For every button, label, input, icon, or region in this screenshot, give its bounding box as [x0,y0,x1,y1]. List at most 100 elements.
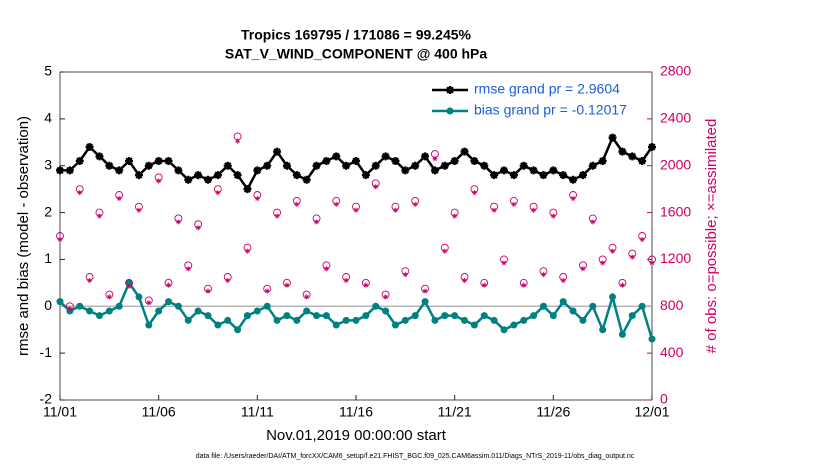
point [164,157,173,166]
point [431,316,439,324]
point [430,166,439,175]
point [638,157,647,166]
y-tick-label: 4 [44,110,52,126]
x-tick-label: 11/11 [241,404,274,420]
point [234,326,242,334]
point [481,282,487,288]
point [243,312,251,320]
point [373,184,379,190]
point [204,312,212,320]
plot-frame [59,71,653,401]
point [441,312,449,320]
point [580,266,586,272]
point [432,156,438,162]
point [540,272,546,278]
point [649,260,655,266]
point [411,312,419,320]
point [590,219,596,225]
point [134,171,143,180]
point [570,196,576,202]
footer: data file: /Users/raeder/DAI/ATM_forcXX/… [196,453,635,460]
point [76,302,84,310]
point [95,312,103,320]
point [352,157,360,166]
point [490,171,499,180]
point [294,201,300,207]
point [125,157,134,166]
point [56,298,64,306]
point [578,171,587,180]
point [569,307,577,315]
point [372,302,380,310]
point [510,321,518,329]
point [312,161,321,170]
point [480,161,489,170]
point [244,248,250,254]
point [440,161,449,170]
point [618,330,626,338]
point [521,282,527,288]
point [194,307,202,315]
point [549,166,558,175]
point [225,278,231,284]
point [412,201,418,207]
point [204,175,212,184]
point [500,326,508,334]
point [450,157,459,166]
point [619,282,625,288]
point [283,312,291,320]
point [628,152,637,161]
point [470,157,479,166]
point [639,237,645,243]
point [500,166,508,175]
y2-tick-label: 2400 [660,110,691,126]
point [254,196,260,202]
point [274,213,280,219]
point [401,166,410,175]
point [599,326,607,334]
legend-marker [446,86,454,94]
y2-tick-label: 800 [660,297,684,313]
point [452,213,458,219]
point [282,161,291,170]
point [96,213,102,219]
point [175,219,181,225]
chart-subtitle: SAT_V_WIND_COMPONENT @ 400 hPa [225,46,488,62]
point [353,207,359,213]
point [511,201,517,207]
point [105,307,113,315]
point [628,312,636,320]
point [520,316,528,324]
y-tick-label: 0 [44,297,52,313]
point [361,171,370,180]
point [284,282,290,288]
point [529,166,538,175]
point [343,278,349,284]
point [184,316,192,324]
point [264,288,270,294]
point [224,316,232,324]
point [323,266,329,272]
point [115,302,123,310]
point [648,142,656,151]
point [57,237,63,243]
point [194,171,203,180]
legend-marker [446,107,454,115]
point [154,157,163,166]
x-tick-label: 11/01 [43,404,77,420]
point [253,166,262,175]
chart-title: Tropics 169795 / 171086 = 99.245% [241,27,472,43]
point [629,254,635,260]
point [75,157,84,166]
y-tick-label: 1 [44,250,52,266]
point [609,293,617,301]
y-tick-label: 3 [44,156,52,172]
point [86,307,94,315]
point [648,335,656,343]
point [392,207,398,213]
point [618,147,627,156]
point [223,161,232,170]
point [588,161,597,170]
point [610,248,616,254]
